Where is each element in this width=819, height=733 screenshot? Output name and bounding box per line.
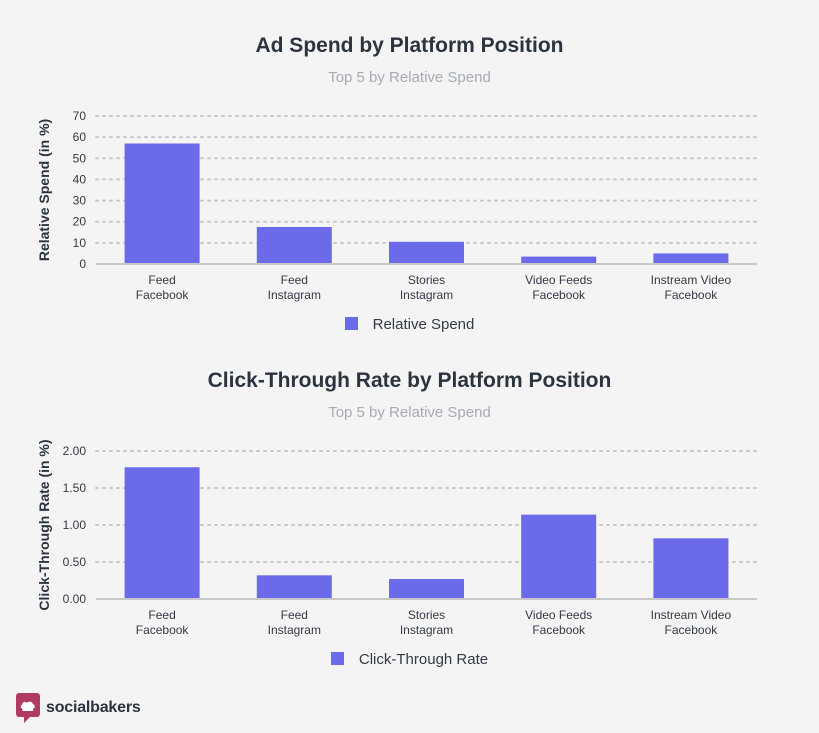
- y-tick-label: 20: [73, 215, 87, 229]
- bar: [256, 227, 332, 264]
- x-tick-label: Facebook: [532, 288, 586, 302]
- brand-name: socialbakers: [46, 699, 141, 716]
- y-axis-title: Relative Spend (in %): [36, 119, 52, 261]
- bar: [653, 538, 729, 599]
- x-tick-label: Video Feeds: [525, 273, 592, 287]
- socialbakers-logo-icon: [16, 693, 40, 723]
- y-tick-label: 2.00: [63, 444, 87, 458]
- x-tick-label: Facebook: [665, 288, 719, 302]
- y-tick-label: 40: [73, 172, 87, 186]
- x-tick-label: Facebook: [532, 623, 586, 637]
- y-tick-label: 60: [73, 130, 87, 144]
- chart2-legend: Click-Through Rate: [0, 651, 819, 668]
- chart1-subtitle: Top 5 by Relative Spend: [328, 69, 491, 86]
- chart1-legend-swatch: [344, 317, 358, 330]
- chart1-legend: Relative Spend: [0, 316, 819, 333]
- x-tick-label: Facebook: [136, 623, 190, 637]
- chart2-plot: 0.00 0.50 1.00 1.50 2.00 Click-Through Rate (…: [36, 439, 758, 637]
- x-tick-label: Feed: [148, 273, 175, 287]
- y-tick-label: 70: [73, 109, 87, 123]
- chart2-subtitle: Top 5 by Relative Spend: [328, 404, 491, 421]
- y-tick-label: 0: [79, 257, 86, 271]
- chart2-title: Click-Through Rate by Platform Position: [207, 369, 612, 392]
- y-tick-label: 10: [73, 236, 87, 250]
- socialbakers-logo[interactable]: socialbakers: [16, 693, 141, 723]
- x-tick-label: Video Feeds: [525, 608, 592, 622]
- bar: [389, 579, 464, 599]
- x-tick-label: Stories: [408, 608, 445, 622]
- x-tick-label: Instagram: [268, 288, 321, 302]
- bar: [389, 241, 464, 264]
- chart1-plot: 0 10 20 30 40 50 60 70 Relative Spend (in %) Feed…: [36, 109, 758, 302]
- chart2-legend-swatch: [330, 652, 344, 665]
- x-tick-label: Instagram: [400, 623, 453, 637]
- x-tick-label: Facebook: [665, 623, 719, 637]
- y-tick-label: 0.00: [63, 592, 87, 606]
- x-tick-label: Instream Video: [651, 273, 732, 287]
- bar: [124, 143, 200, 264]
- chart2-legend-label: Click-Through Rate: [358, 651, 489, 668]
- y-axis-title: Click-Through Rate (in %): [36, 439, 52, 610]
- y-tick-label: 1.50: [63, 481, 87, 495]
- chart1-title: Ad Spend by Platform Position: [255, 34, 564, 57]
- x-tick-label: Stories: [408, 273, 445, 287]
- bar: [124, 467, 200, 599]
- x-tick-label: Feed: [281, 608, 308, 622]
- chart1-legend-label: Relative Spend: [372, 316, 475, 333]
- bar: [653, 253, 729, 264]
- bar: [521, 256, 597, 264]
- y-tick-label: 50: [73, 151, 87, 165]
- y-tick-label: 30: [73, 194, 87, 208]
- x-tick-label: Instagram: [268, 623, 321, 637]
- y-tick-label: 0.50: [63, 555, 87, 569]
- y-tick-label: 1.00: [63, 518, 87, 532]
- x-tick-label: Feed: [148, 608, 175, 622]
- x-tick-label: Facebook: [136, 288, 190, 302]
- bar: [256, 575, 332, 599]
- bar: [521, 514, 597, 599]
- x-tick-label: Feed: [281, 273, 308, 287]
- x-tick-label: Instream Video: [651, 608, 732, 622]
- x-tick-label: Instagram: [400, 288, 453, 302]
